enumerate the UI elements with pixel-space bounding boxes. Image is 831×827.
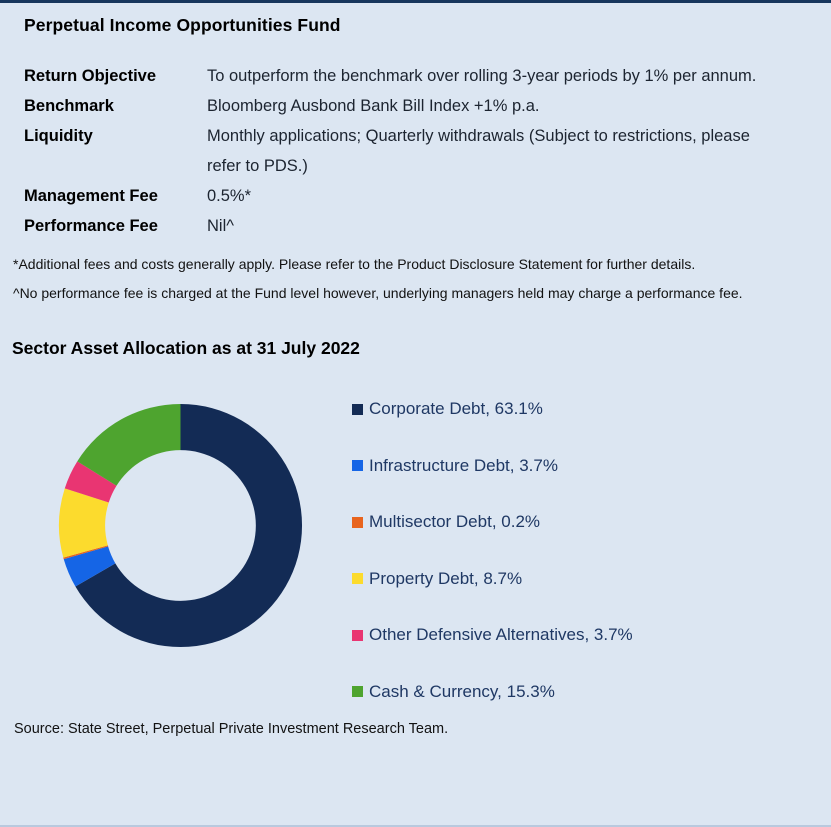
allocation-chart-area: Corporate Debt, 63.1% Infrastructure Deb… (0, 395, 831, 707)
legend-item: Property Debt, 8.7% (352, 565, 633, 593)
legend-item: Cash & Currency, 15.3% (352, 678, 633, 706)
fund-details-table: Return Objective To outperform the bench… (0, 61, 831, 241)
legend-item: Multisector Debt, 0.2% (352, 508, 633, 536)
legend-label: Corporate Debt, 63.1% (369, 399, 543, 418)
legend-label: Infrastructure Debt, 3.7% (369, 455, 558, 475)
legend-item: Corporate Debt, 63.1% (352, 395, 633, 423)
table-row: Management Fee 0.5%* (24, 181, 807, 211)
detail-label: Performance Fee (24, 217, 158, 235)
legend-item: Infrastructure Debt, 3.7% (352, 452, 633, 480)
page-title: Perpetual Income Opportunities Fund (24, 15, 341, 35)
footnotes: *Additional fees and costs generally app… (0, 250, 758, 308)
table-row: Return Objective To outperform the bench… (24, 61, 807, 91)
detail-label: Management Fee (24, 187, 158, 205)
detail-value: Nil^ (207, 217, 234, 235)
legend-label: Multisector Debt, 0.2% (369, 512, 541, 531)
legend-label: Property Debt, 8.7% (369, 568, 523, 588)
source-text: Source: State Street, Perpetual Private … (14, 721, 449, 737)
donut-slice-4 (64, 461, 117, 503)
legend-item: Other Defensive Alternatives, 3.7% (352, 621, 633, 649)
donut-slice-0 (75, 403, 303, 648)
donut-slice-5 (77, 403, 181, 486)
legend-label: Cash & Currency, 15.3% (369, 681, 555, 701)
legend-swatch-icon (352, 460, 363, 471)
footnote-performance-fee: ^No performance fee is charged at the Fu… (13, 285, 743, 301)
table-row: Liquidity Monthly applications; Quarterl… (24, 121, 807, 181)
legend-swatch-icon (352, 573, 363, 584)
chart-legend: Corporate Debt, 63.1% Infrastructure Deb… (352, 395, 633, 706)
allocation-section-title: Sector Asset Allocation as at 31 July 20… (12, 338, 360, 358)
detail-value: Monthly applications; Quarterly withdraw… (207, 127, 750, 175)
table-row: Benchmark Bloomberg Ausbond Bank Bill In… (24, 91, 807, 121)
donut-slice-3 (58, 488, 109, 558)
table-row: Performance Fee Nil^ (24, 211, 807, 241)
detail-label: Return Objective (24, 67, 157, 85)
detail-value: 0.5%* (207, 187, 252, 205)
detail-value: Bloomberg Ausbond Bank Bill Index +1% p.… (207, 97, 540, 115)
detail-value: To outperform the benchmark over rolling… (207, 67, 757, 85)
donut-slice-1 (63, 546, 116, 587)
footnote-fees: *Additional fees and costs generally app… (13, 256, 696, 272)
legend-swatch-icon (352, 403, 363, 415)
legend-swatch-icon (352, 629, 363, 641)
legend-swatch-icon (352, 516, 363, 528)
legend-swatch-icon (352, 686, 363, 697)
donut-slice-2 (63, 545, 109, 560)
legend-label: Other Defensive Alternatives, 3.7% (369, 625, 633, 644)
detail-label: Liquidity (24, 127, 93, 145)
detail-label: Benchmark (24, 97, 114, 115)
donut-chart (58, 403, 303, 648)
